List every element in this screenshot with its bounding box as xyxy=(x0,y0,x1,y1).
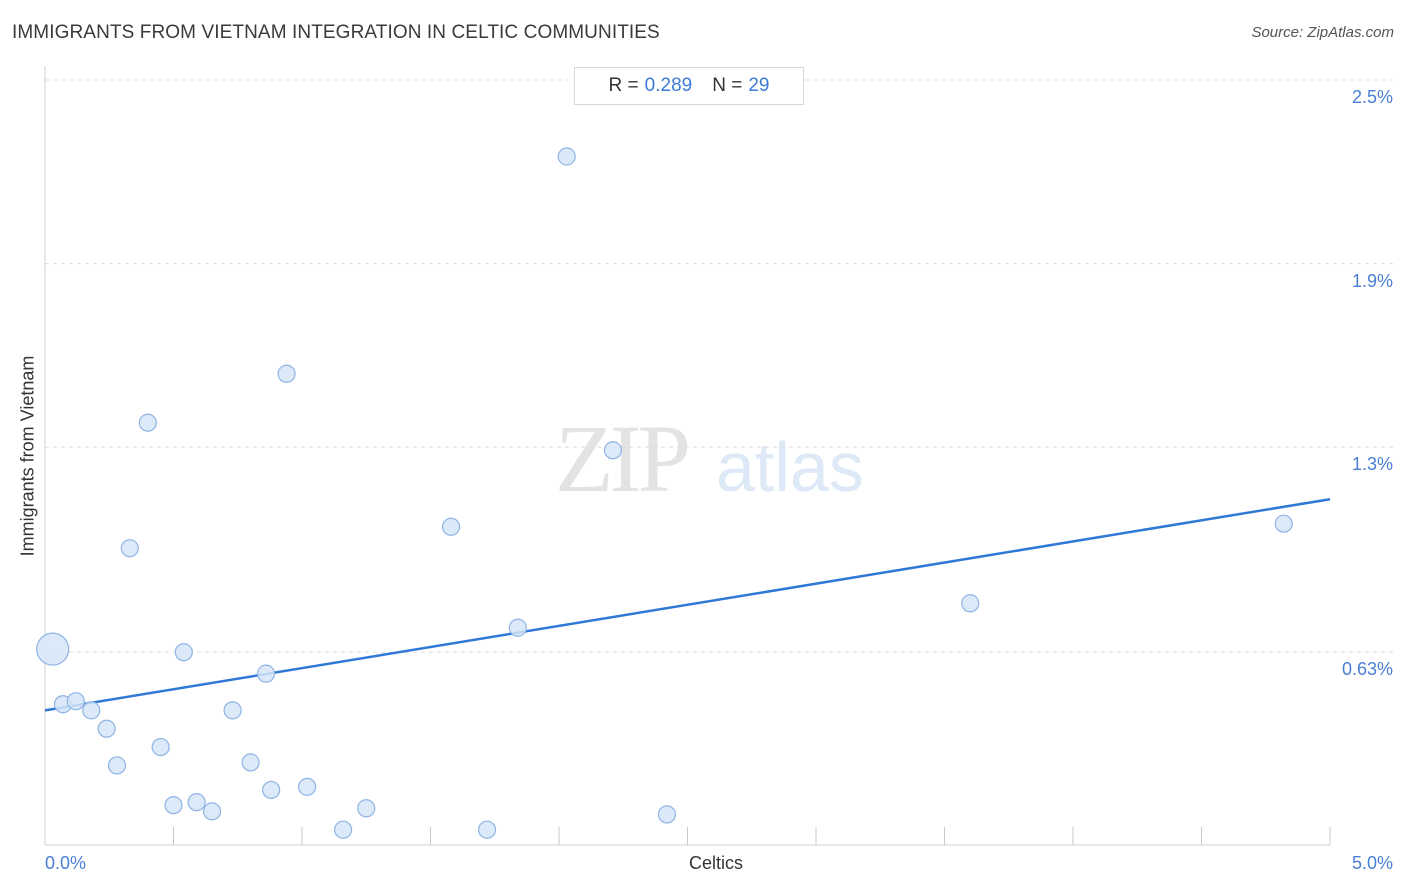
data-point[interactable] xyxy=(334,820,353,839)
watermark-logo: ZIP atlas xyxy=(555,405,864,512)
r-label: R = xyxy=(608,75,639,96)
y-tick-label: 0.63% xyxy=(1341,659,1393,680)
y-tick-label: 1.9% xyxy=(1351,270,1393,291)
data-point[interactable] xyxy=(138,413,157,432)
data-point[interactable] xyxy=(151,737,170,757)
trendline xyxy=(44,497,1331,712)
data-point[interactable] xyxy=(107,756,127,775)
data-point[interactable] xyxy=(202,802,222,821)
data-point[interactable] xyxy=(241,753,260,772)
y-axis-label: Immigrants from Vietnam xyxy=(17,355,38,557)
data-point[interactable] xyxy=(298,777,317,796)
data-point[interactable] xyxy=(66,692,85,711)
data-point[interactable] xyxy=(223,701,242,720)
stats-box: R = 0.289 N = 29 xyxy=(574,67,804,105)
x-tick-label: 5.0% xyxy=(1351,853,1393,873)
grid-lines xyxy=(45,79,1395,653)
data-point[interactable] xyxy=(36,632,70,666)
data-point[interactable] xyxy=(120,539,139,558)
x-axis-label: Celtics xyxy=(688,853,744,873)
data-point[interactable] xyxy=(441,517,461,536)
data-point[interactable] xyxy=(557,147,576,166)
data-points xyxy=(36,147,1293,839)
data-point[interactable] xyxy=(357,799,376,818)
svg-text:ZIP: ZIP xyxy=(555,405,688,512)
source-credit: Source: ZipAtlas.com xyxy=(1251,24,1394,41)
data-point[interactable] xyxy=(97,719,116,738)
svg-text:atlas: atlas xyxy=(716,428,864,506)
data-point[interactable] xyxy=(164,796,183,815)
data-point[interactable] xyxy=(508,618,527,637)
x-tick-label: 0.0% xyxy=(45,853,87,873)
r-value: 0.289 xyxy=(644,75,693,96)
data-point[interactable] xyxy=(187,793,206,812)
chart-title: IMMIGRANTS FROM VIETNAM INTEGRATION IN C… xyxy=(12,22,660,43)
data-point[interactable] xyxy=(477,820,497,839)
data-point[interactable] xyxy=(277,364,296,383)
y-tick-label: 2.5% xyxy=(1351,87,1393,107)
trendline-group xyxy=(44,497,1331,712)
data-point[interactable] xyxy=(657,805,677,824)
data-point[interactable] xyxy=(1274,514,1293,533)
n-label: N = xyxy=(712,75,743,96)
data-point[interactable] xyxy=(82,701,101,720)
n-value: 29 xyxy=(748,75,770,96)
axes xyxy=(44,66,1331,846)
data-point[interactable] xyxy=(961,594,980,613)
y-tick-label: 1.3% xyxy=(1351,454,1393,475)
data-point[interactable] xyxy=(174,643,193,662)
data-point[interactable] xyxy=(262,780,281,800)
data-point[interactable] xyxy=(256,664,276,683)
data-point[interactable] xyxy=(603,441,623,460)
